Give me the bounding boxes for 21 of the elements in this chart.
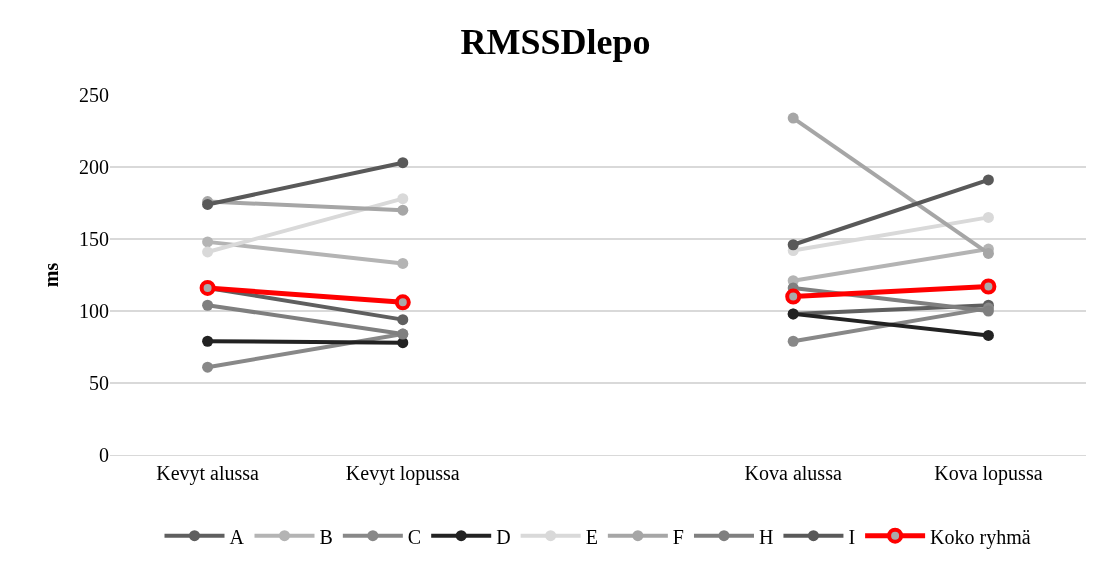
legend-label: A [229, 525, 245, 548]
y-tick-label: 150 [79, 228, 109, 250]
legend-label: E [585, 525, 598, 548]
x-tick-label: Kevyt lopussa [345, 462, 460, 485]
legend-label: F [672, 525, 684, 548]
y-axis-title: ms [39, 262, 62, 288]
chart-title: RMSSDlepo [460, 21, 651, 62]
y-tick-label: 100 [79, 300, 109, 322]
y-tick-label: 250 [79, 84, 109, 106]
y-tick-label: 50 [89, 372, 109, 394]
legend-label: H [758, 525, 774, 548]
legend-label: C [407, 525, 422, 548]
legend-label: B [319, 525, 333, 548]
legend-label: I [848, 525, 856, 548]
y-tick-label: 200 [79, 156, 109, 178]
x-tick-label: Kevyt alussa [156, 462, 260, 485]
y-tick-label: 0 [99, 444, 109, 466]
legend-label: Koko ryhmä [930, 525, 1031, 549]
legend-label: D [496, 525, 511, 548]
x-tick-label: Kova lopussa [934, 462, 1043, 485]
x-tick-label: Kova alussa [744, 462, 842, 484]
